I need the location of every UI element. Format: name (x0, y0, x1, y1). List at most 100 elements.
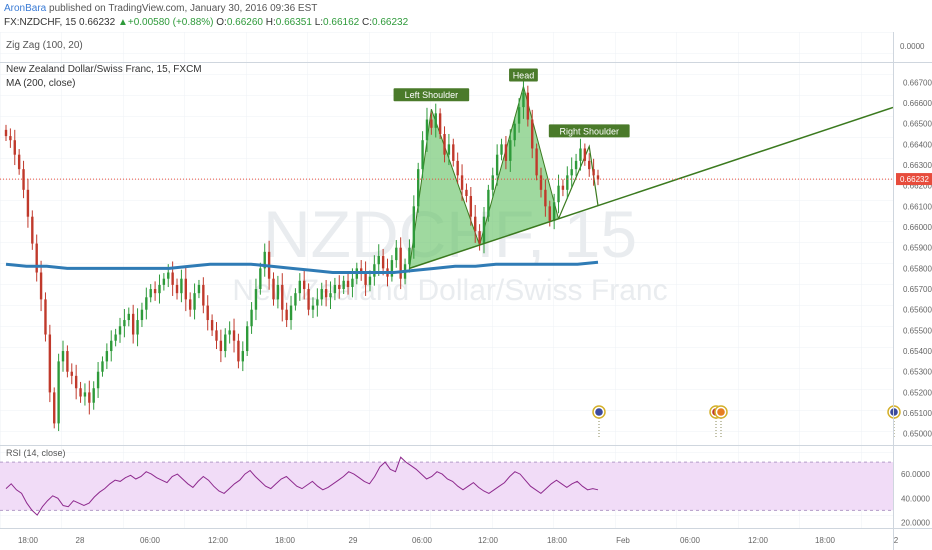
price-tick: 0.66600 (903, 99, 932, 108)
candle-body (13, 140, 16, 155)
price-tick: 0.66700 (903, 78, 932, 87)
price-tick: 0.66300 (903, 161, 932, 170)
candle-body (149, 289, 152, 298)
candle-body (215, 330, 218, 341)
candle-body (39, 272, 43, 300)
price-tick: 0.66200 (903, 182, 932, 191)
candle-body (232, 330, 236, 341)
svg-text:Left Shoulder: Left Shoulder (405, 90, 459, 100)
candle-body (517, 107, 521, 124)
price-axis[interactable]: 0.66700 0.66600 0.66500 0.66400 0.66300 0.662… (0, 78, 932, 439)
candle-body (281, 284, 284, 310)
rsi-tick: 20.0000 (901, 518, 930, 527)
neckline (409, 106, 894, 270)
time-axis[interactable]: 18:00 28 06:00 12:00 18:00 29 06:00 12:00 18:00 F… (18, 536, 899, 545)
pattern-labels: Left Shoulder Head Right Shoulder (393, 68, 630, 138)
candle-body (272, 278, 275, 300)
candle-body (175, 284, 179, 294)
candle-body (460, 175, 464, 190)
candle-body (4, 129, 8, 137)
candle-body (118, 326, 122, 335)
candle-body (364, 272, 367, 285)
rsi-axis[interactable]: 60.0000 40.0000 20.0000 (901, 470, 930, 527)
candle-body (57, 361, 60, 424)
time-tick: 18:00 (18, 536, 39, 545)
candle-body (307, 289, 310, 310)
current-price-badge (896, 173, 932, 186)
candle-body (544, 189, 547, 207)
candle-body (548, 206, 551, 221)
candle-body (408, 247, 411, 265)
candle-body (513, 123, 516, 141)
event-dot (595, 408, 603, 416)
candle-body (259, 268, 262, 290)
candle-body (188, 299, 192, 310)
event-markers[interactable] (592, 405, 901, 438)
candle-body (285, 309, 288, 321)
price-tick: 0.66000 (903, 223, 932, 232)
candle-body (79, 388, 82, 397)
candle-body (26, 189, 30, 217)
rsi-tick: 60.0000 (901, 470, 930, 479)
ma-label: MA (200, close) (6, 78, 75, 89)
candle-body (96, 371, 100, 389)
moving-average (5, 260, 599, 274)
candle-body (377, 255, 380, 265)
candle-body (184, 278, 187, 300)
candle-body (438, 113, 442, 135)
candle-body (110, 340, 113, 352)
candle-body (368, 276, 372, 285)
time-tick: 29 (349, 536, 358, 545)
candle-body (228, 330, 231, 335)
price-tick: 0.65900 (903, 244, 932, 253)
candle-body (469, 196, 473, 217)
price-tick: 0.65700 (903, 285, 932, 294)
time-tick: Feb (616, 536, 630, 545)
ma-line (5, 260, 599, 274)
price-tick: 0.65300 (903, 368, 932, 377)
candle-body (395, 247, 398, 261)
rsi-band (0, 462, 893, 511)
right-shoulder-label: Right Shoulder (548, 124, 630, 138)
candle-body (373, 264, 376, 277)
candle-body (140, 309, 144, 321)
candle-body (250, 309, 253, 327)
candle-body (294, 293, 297, 306)
candle-body (127, 313, 130, 321)
rsi-tick: 40.0000 (901, 494, 930, 503)
candle-body (316, 299, 319, 306)
time-tick: 18:00 (275, 536, 296, 545)
candle-body (237, 340, 240, 362)
rsi-line (5, 456, 599, 516)
candle-body (487, 189, 490, 217)
candle-body (430, 119, 433, 128)
svg-text:Right Shoulder: Right Shoulder (559, 126, 619, 136)
candle-body (197, 284, 201, 294)
candle-body (351, 278, 354, 287)
high-value: 0.66351 (275, 17, 312, 28)
time-tick: 06:00 (412, 536, 433, 545)
author-link[interactable]: AronBara (4, 3, 47, 14)
time-tick: 12:00 (748, 536, 769, 545)
publish-text: published on TradingView.com, January 30… (49, 3, 318, 14)
trendline[interactable] (409, 106, 894, 270)
candle-body (504, 144, 508, 161)
candle-body (131, 313, 135, 335)
change-arrow-icon: ▲ (117, 17, 128, 28)
candle-body (482, 216, 486, 244)
event-dot (717, 408, 725, 416)
candle-body (162, 278, 166, 285)
zigzag-pane[interactable] (0, 32, 893, 62)
candle-body (324, 289, 328, 298)
candle-body (596, 175, 600, 180)
candle-body (456, 160, 459, 176)
trading-chart[interactable]: Zig Zag (100, 20) 0.0000 NZDCHF, 15 New … (0, 32, 932, 550)
candle-body (443, 134, 446, 155)
price-tick: 0.65000 (903, 430, 932, 439)
candle-body (531, 119, 534, 149)
candle-body (83, 392, 87, 397)
candle-body (346, 280, 350, 287)
candle-body (48, 334, 52, 393)
candle-body (338, 284, 341, 290)
time-tick: 06:00 (680, 536, 701, 545)
